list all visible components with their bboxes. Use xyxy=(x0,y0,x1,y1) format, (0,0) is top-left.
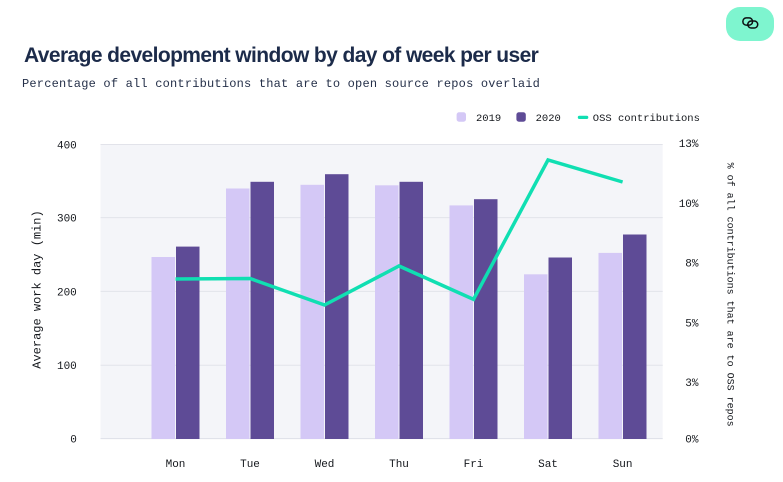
svg-text:OSS contributions: OSS contributions xyxy=(593,113,700,125)
svg-text:3%: 3% xyxy=(685,378,699,390)
svg-text:Tue: Tue xyxy=(240,459,260,471)
svg-text:Average work day (min): Average work day (min) xyxy=(31,210,45,368)
svg-text:Thu: Thu xyxy=(389,459,409,471)
svg-text:Sat: Sat xyxy=(538,459,558,471)
svg-text:8%: 8% xyxy=(685,259,699,271)
svg-text:0: 0 xyxy=(70,435,77,447)
svg-text:13%: 13% xyxy=(679,139,699,151)
svg-text:Fri: Fri xyxy=(464,459,484,471)
svg-text:300: 300 xyxy=(57,214,77,226)
svg-text:2019: 2019 xyxy=(476,113,501,125)
svg-text:Mon: Mon xyxy=(166,459,186,471)
svg-text:2020: 2020 xyxy=(536,113,561,125)
svg-text:400: 400 xyxy=(57,141,77,153)
svg-text:Wed: Wed xyxy=(315,459,335,471)
svg-text:10%: 10% xyxy=(679,199,699,211)
svg-text:% of all contributions that ar: % of all contributions that are to OSS r… xyxy=(724,163,736,427)
svg-text:0%: 0% xyxy=(685,435,699,447)
svg-text:Sun: Sun xyxy=(613,459,633,471)
svg-text:5%: 5% xyxy=(685,318,699,330)
svg-text:100: 100 xyxy=(57,361,77,373)
svg-text:200: 200 xyxy=(57,287,77,299)
